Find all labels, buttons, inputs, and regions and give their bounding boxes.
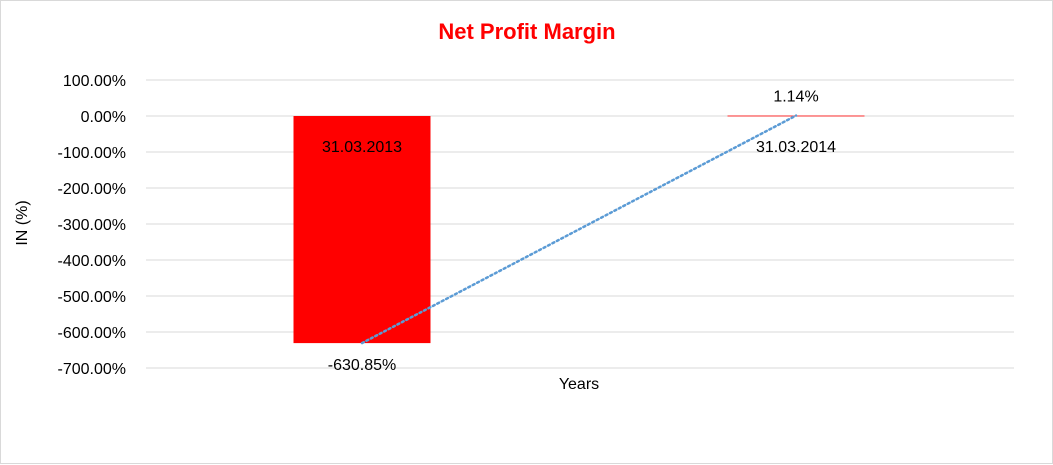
trendline [360,114,798,345]
y-tick-label: -500.00% [58,289,127,306]
y-tick-label: -100.00% [58,145,127,162]
y-tick-label: 100.00% [63,73,126,90]
y-tick-label: -700.00% [58,361,127,378]
y-axis-title: IN (%) [14,200,31,245]
y-tick-label: -300.00% [58,217,127,234]
y-tick-label: -400.00% [58,253,127,270]
gridlines [146,79,1014,369]
y-tick-label: 0.00% [81,109,126,126]
data-labels: 31.03.2013 -630.85% 31.03.2014 1.14% [322,89,836,375]
y-tick-label: -600.00% [58,325,127,342]
x-axis-title: Years [559,376,599,393]
category-label: 31.03.2013 [322,139,402,156]
y-axis-ticks: 100.00% 0.00% -100.00% -200.00% -300.00% -400… [58,73,127,378]
bar [293,116,431,344]
chart-title: Net Profit Margin [438,19,615,44]
bars [293,115,865,344]
y-tick-label: -200.00% [58,181,127,198]
trendline-group [360,114,798,345]
value-label: 1.14% [773,89,818,106]
category-label: 31.03.2014 [756,139,836,156]
value-label: -630.85% [328,357,397,374]
